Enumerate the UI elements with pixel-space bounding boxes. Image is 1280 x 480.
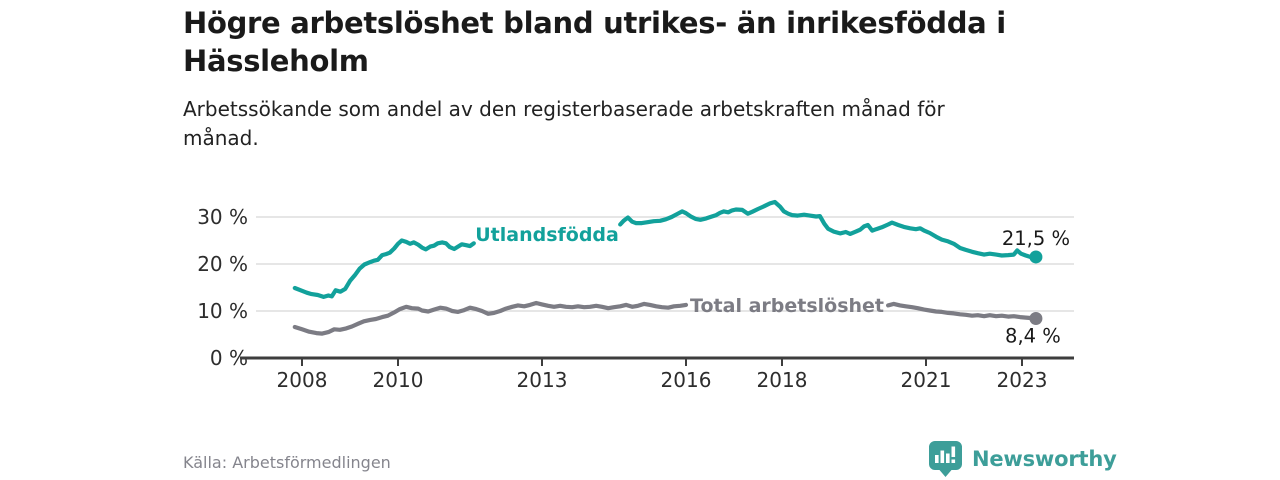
series-line <box>618 199 1039 259</box>
page-title: Högre arbetslöshet bland utrikes- än inr… <box>183 4 1006 80</box>
x-tick-label: 2023 <box>997 368 1048 392</box>
bar-chart-speech-bubble-icon <box>928 440 963 478</box>
series-end-dot <box>1029 312 1043 326</box>
subtitle-line-1: Arbetssökande som andel av den registerb… <box>183 97 945 121</box>
series-line <box>885 301 1039 321</box>
y-tick-label: 10 % <box>197 299 248 323</box>
chart-subtitle: Arbetssökande som andel av den registerb… <box>183 95 945 153</box>
brand-wordmark: Newsworthy <box>972 447 1117 471</box>
source-note: Källa: Arbetsförmedlingen <box>183 453 391 472</box>
series-end-dot <box>1029 250 1043 264</box>
newsworthy-logo: Newsworthy <box>928 440 1117 478</box>
title-line-1: Högre arbetslöshet bland utrikes- än inr… <box>183 6 1006 40</box>
subtitle-line-2: månad. <box>183 126 259 150</box>
series-line <box>292 300 689 336</box>
series-label: Total arbetslöshet <box>690 295 884 317</box>
series-end-value-label: 8,4 % <box>1005 325 1061 348</box>
x-tick-label: 2016 <box>661 368 712 392</box>
series-end-value-label: 21,5 % <box>1002 227 1070 250</box>
x-tick-label: 2010 <box>373 368 424 392</box>
y-tick-label: 20 % <box>197 252 248 276</box>
x-tick-label: 2013 <box>517 368 568 392</box>
x-tick-label: 2008 <box>277 368 328 392</box>
series-line <box>292 238 476 299</box>
series-label: Utlandsfödda <box>475 224 619 246</box>
x-tick-label: 2018 <box>757 368 808 392</box>
y-tick-label: 30 % <box>197 205 248 229</box>
title-line-2: Hässleholm <box>183 44 369 78</box>
x-tick-label: 2021 <box>901 368 952 392</box>
